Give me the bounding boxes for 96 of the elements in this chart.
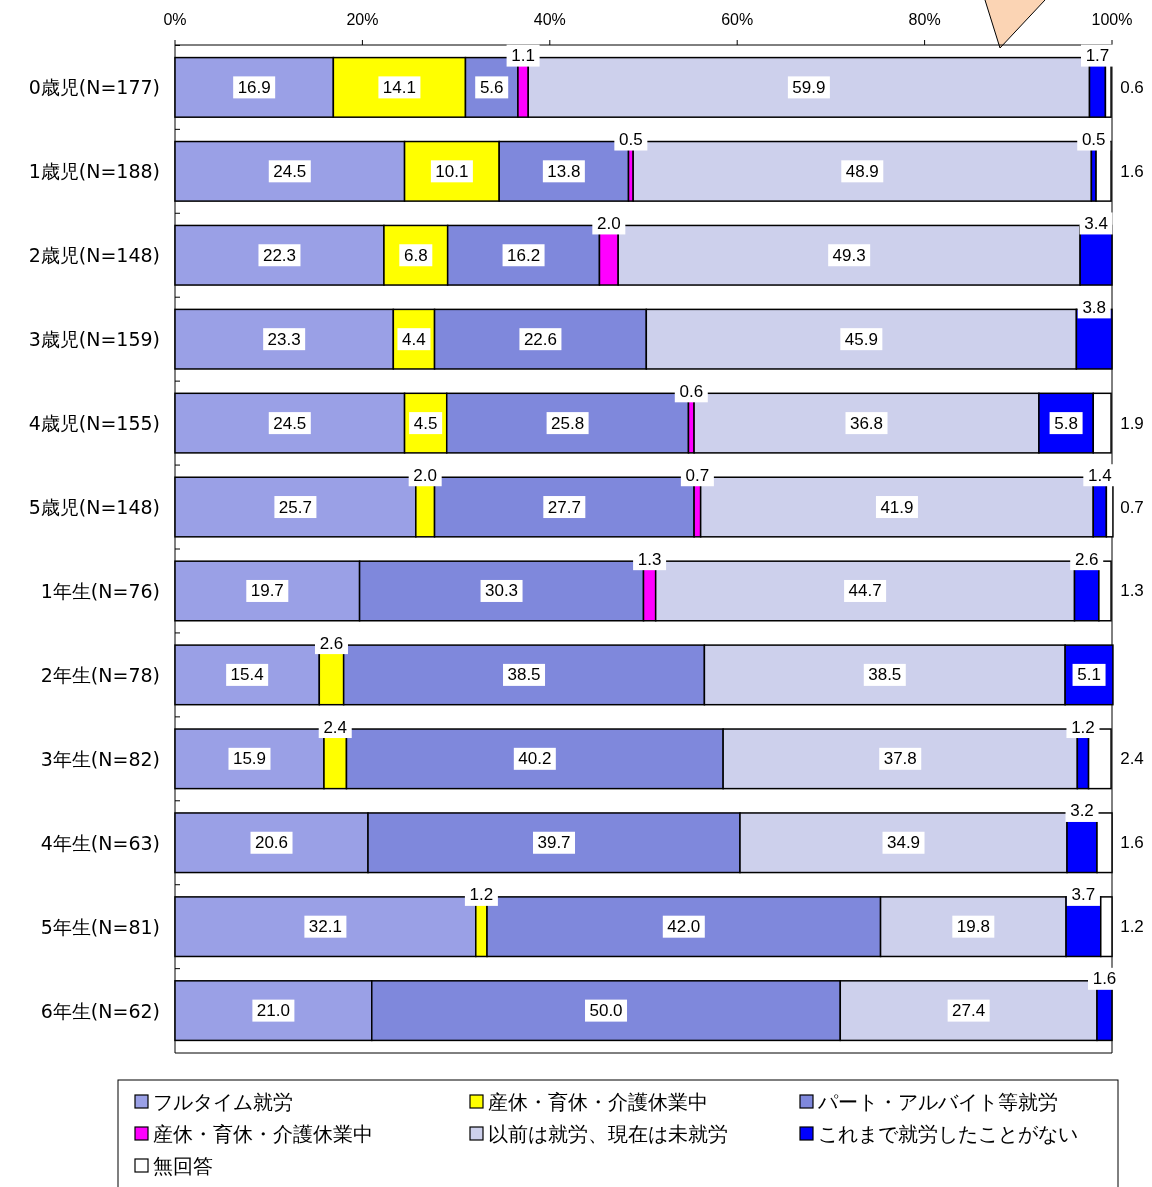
data-label: 19.8	[956, 917, 990, 937]
data-label: 38.5	[507, 665, 541, 685]
data-label: 5.8	[1054, 413, 1078, 433]
legend-label: フルタイム就労	[153, 1090, 293, 1114]
legend-label: パート・アルバイト等就労	[817, 1090, 1058, 1114]
data-label: 19.7	[250, 581, 284, 601]
y-tick-label: 2歳児(N=148)	[28, 244, 160, 267]
data-label: 1.7	[1085, 46, 1110, 66]
data-label: 32.1	[308, 917, 342, 937]
data-label: 3.2	[1070, 801, 1094, 821]
data-label: 1.2	[1071, 717, 1095, 737]
y-tick-label: 3歳児(N=159)	[28, 328, 160, 351]
data-label: 0.6	[679, 381, 704, 401]
data-label: 1.9	[1120, 413, 1144, 433]
data-label: 1.4	[1088, 465, 1112, 485]
data-label: 1.6	[1120, 833, 1144, 853]
data-label: 30.3	[485, 581, 519, 601]
data-label: 16.9	[237, 77, 271, 97]
data-label: 0.5	[1081, 130, 1106, 150]
y-tick-label: 2年生(N=78)	[40, 663, 160, 686]
y-tick-label: 5歳児(N=148)	[28, 496, 160, 519]
data-label: 38.5	[868, 665, 902, 685]
data-label: 10.1	[435, 161, 469, 181]
data-label: 6.8	[403, 245, 428, 265]
data-label: 40.2	[518, 749, 552, 769]
data-label: 1.3	[637, 549, 662, 569]
data-label: 15.9	[232, 749, 267, 769]
data-label: 2.0	[413, 465, 437, 485]
data-label: 1.6	[1092, 969, 1117, 989]
legend-label: 産休・育休・介護休業中	[153, 1122, 373, 1146]
y-tick-label: 1年生(N=76)	[40, 579, 160, 602]
data-label: 1.6	[1120, 161, 1144, 181]
data-label: 1.2	[1120, 917, 1144, 937]
data-label: 22.6	[523, 329, 557, 349]
y-tick-label: 3年生(N=82)	[40, 747, 160, 770]
y-tick-label: 0歳児(N=177)	[28, 76, 160, 99]
data-label: 4.5	[413, 413, 438, 433]
data-label: 39.7	[537, 833, 571, 853]
data-label: 2.4	[323, 717, 348, 737]
y-tick-label: 4年生(N=63)	[40, 831, 160, 854]
data-label: 48.9	[845, 161, 879, 181]
data-label: 1.3	[1120, 581, 1144, 601]
y-tick-label: 1歳児(N=188)	[28, 160, 160, 183]
data-label: 49.3	[832, 245, 866, 265]
data-label: 0.5	[619, 130, 643, 150]
data-label: 22.3	[262, 245, 297, 265]
data-label: 50.0	[589, 1001, 623, 1021]
legend-label: 無回答	[153, 1154, 213, 1178]
data-label: 3.4	[1084, 213, 1108, 233]
data-label: 27.4	[952, 1001, 986, 1021]
data-label: 13.8	[547, 161, 581, 181]
data-label: 3.7	[1071, 885, 1096, 905]
data-label: 2.6	[319, 633, 344, 653]
data-label: 5.1	[1077, 665, 1101, 685]
data-label: 34.9	[886, 833, 921, 853]
x-tick-label: 60%	[721, 10, 754, 28]
x-tick-label: 20%	[346, 10, 379, 28]
data-label: 0.6	[1120, 77, 1144, 97]
x-tick-label: 100%	[1091, 10, 1133, 28]
legend-label: これまで就労したことがない	[818, 1122, 1078, 1146]
legend-label: 以前は就労、現在は未就労	[488, 1122, 728, 1146]
data-label: 24.5	[273, 161, 307, 181]
data-label: 2.4	[1120, 749, 1144, 769]
data-label: 2.0	[597, 213, 621, 233]
data-label: 4.4	[402, 329, 426, 349]
data-label: 3.8	[1082, 297, 1107, 317]
x-tick-label: 40%	[533, 10, 566, 28]
data-label: 45.9	[844, 329, 878, 349]
y-tick-label: 5年生(N=81)	[40, 915, 160, 938]
data-label: 20.6	[254, 833, 289, 853]
data-label: 44.7	[848, 581, 882, 601]
data-label: 42.0	[667, 917, 701, 937]
data-label: 0.7	[685, 465, 710, 485]
y-tick-label: 6年生(N=62)	[40, 999, 160, 1022]
data-label: 25.7	[278, 497, 312, 517]
data-label: 5.6	[479, 77, 504, 97]
data-label: 23.3	[267, 329, 301, 349]
x-tick-label: 0%	[163, 10, 187, 28]
data-label: 14.1	[382, 77, 416, 97]
data-label: 36.8	[849, 413, 884, 433]
data-label: 15.4	[230, 665, 264, 685]
data-label: 1.2	[469, 885, 494, 905]
data-label: 2.6	[1074, 549, 1099, 569]
data-label: 0.7	[1120, 497, 1144, 517]
x-tick-label: 80%	[908, 10, 941, 28]
data-label: 25.8	[551, 413, 585, 433]
data-label: 21.0	[256, 1001, 290, 1021]
y-tick-label: 4歳児(N=155)	[28, 412, 160, 435]
data-label: 1.1	[511, 46, 535, 66]
data-label: 59.9	[792, 77, 826, 97]
data-label: 24.5	[273, 413, 307, 433]
data-label: 27.7	[547, 497, 581, 517]
data-label: 41.9	[880, 497, 914, 517]
data-label: 16.2	[507, 245, 541, 265]
legend-label: 産休・育休・介護休業中	[488, 1090, 708, 1114]
data-label: 37.8	[883, 749, 917, 769]
